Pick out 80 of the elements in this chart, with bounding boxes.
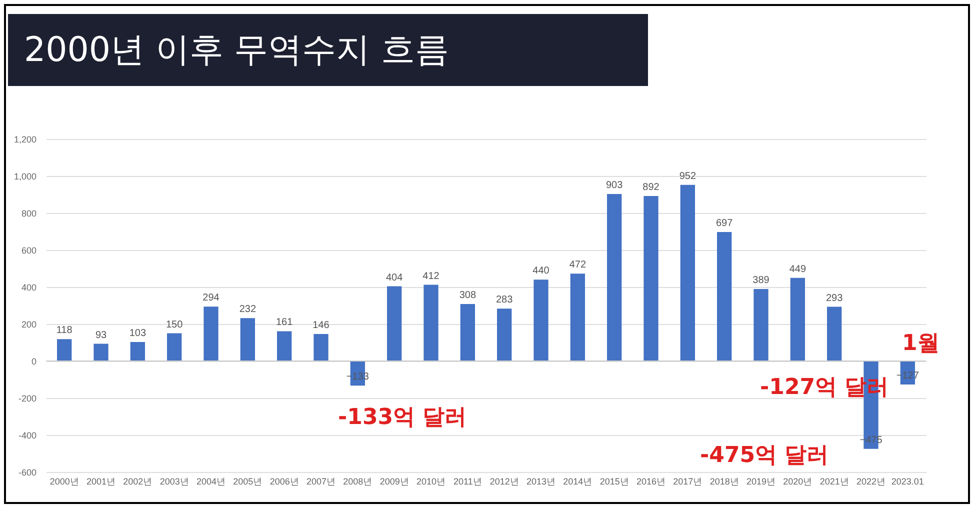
bar bbox=[754, 289, 768, 361]
x-tick-label: 2018년 bbox=[710, 476, 739, 486]
x-tick-label: 2014년 bbox=[563, 476, 592, 486]
bar bbox=[130, 342, 145, 361]
y-tick-label: -400 bbox=[18, 430, 36, 440]
x-tick-label: 2017년 bbox=[673, 476, 702, 486]
data-label: 952 bbox=[679, 170, 696, 182]
data-label: 103 bbox=[129, 328, 146, 339]
bar bbox=[497, 308, 512, 361]
x-tick-label: 2010년 bbox=[416, 476, 446, 486]
y-tick-label: 1,000 bbox=[14, 172, 36, 182]
x-tick-label: 2008년 bbox=[343, 476, 372, 486]
y-tick-label: 400 bbox=[21, 282, 36, 292]
bar bbox=[607, 194, 622, 361]
data-label: 892 bbox=[642, 182, 660, 193]
data-label: 449 bbox=[789, 264, 806, 275]
y-tick-label: 800 bbox=[21, 208, 36, 218]
data-label: 146 bbox=[312, 320, 330, 331]
bar bbox=[680, 184, 695, 361]
x-tick-label: 2011년 bbox=[453, 476, 482, 486]
x-tick-label: 2006년 bbox=[270, 476, 299, 486]
x-tick-label: 2003년 bbox=[160, 476, 189, 486]
x-tick-label: 2002년 bbox=[123, 476, 152, 486]
data-label: 903 bbox=[606, 180, 624, 191]
bar bbox=[57, 339, 72, 361]
bar bbox=[277, 331, 292, 361]
bar bbox=[204, 306, 218, 361]
data-label: 118 bbox=[56, 325, 73, 336]
y-tick-label: 1,200 bbox=[14, 134, 36, 144]
y-tick-label: -200 bbox=[18, 394, 36, 404]
bar bbox=[94, 344, 108, 361]
data-label: 93 bbox=[95, 330, 107, 341]
data-label: 283 bbox=[496, 294, 514, 306]
data-label: 308 bbox=[459, 290, 476, 302]
x-tick-label: 2019년 bbox=[746, 476, 776, 486]
bar bbox=[790, 278, 805, 361]
bar bbox=[240, 318, 255, 361]
bar bbox=[827, 306, 842, 361]
x-tick-label: 2001년 bbox=[86, 476, 116, 486]
data-label: 697 bbox=[716, 218, 734, 230]
bar bbox=[534, 280, 548, 361]
data-label: 161 bbox=[276, 317, 294, 328]
data-label: 232 bbox=[239, 304, 256, 316]
bar bbox=[644, 196, 658, 361]
y-tick-label: -600 bbox=[18, 468, 36, 478]
data-label: 389 bbox=[752, 275, 770, 286]
x-tick-label: 2020년 bbox=[783, 476, 812, 486]
chart-title: 2000년 이후 무역수지 흐름 bbox=[8, 14, 648, 86]
bar bbox=[387, 286, 402, 361]
x-tick-label: 2009년 bbox=[380, 476, 409, 486]
x-tick-label: 2023.01 bbox=[891, 476, 924, 486]
x-tick-label: 2021년 bbox=[820, 476, 849, 486]
data-label: 150 bbox=[166, 319, 184, 330]
data-label: 472 bbox=[569, 260, 586, 271]
data-label: 404 bbox=[386, 272, 404, 284]
data-label: 440 bbox=[532, 266, 550, 277]
bar bbox=[314, 334, 328, 361]
annotation: -133억 달러 bbox=[338, 404, 467, 432]
data-label: 293 bbox=[826, 292, 844, 304]
x-tick-label: 2004년 bbox=[196, 476, 226, 486]
annotation: -475억 달러 bbox=[700, 442, 829, 470]
bar bbox=[570, 274, 585, 361]
x-tick-label: 2007년 bbox=[306, 476, 336, 486]
bar bbox=[167, 333, 182, 361]
bar bbox=[424, 284, 438, 361]
bar bbox=[717, 232, 732, 361]
y-tick-label: 0 bbox=[31, 356, 36, 366]
y-tick-label: 200 bbox=[21, 320, 36, 330]
data-label: 412 bbox=[422, 270, 440, 282]
x-tick-label: 2000년 bbox=[50, 476, 79, 486]
x-tick-label: 2022년 bbox=[856, 476, 886, 486]
x-tick-label: 2013년 bbox=[526, 476, 556, 486]
x-tick-label: 2005년 bbox=[233, 476, 262, 486]
data-label: 294 bbox=[202, 292, 220, 304]
x-tick-label: 2015년 bbox=[600, 476, 629, 486]
y-tick-label: 600 bbox=[21, 246, 36, 256]
annotation: 1월 bbox=[902, 330, 940, 358]
x-tick-label: 2016년 bbox=[636, 476, 666, 486]
bar bbox=[460, 304, 475, 361]
x-tick-label: 2012년 bbox=[490, 476, 519, 486]
